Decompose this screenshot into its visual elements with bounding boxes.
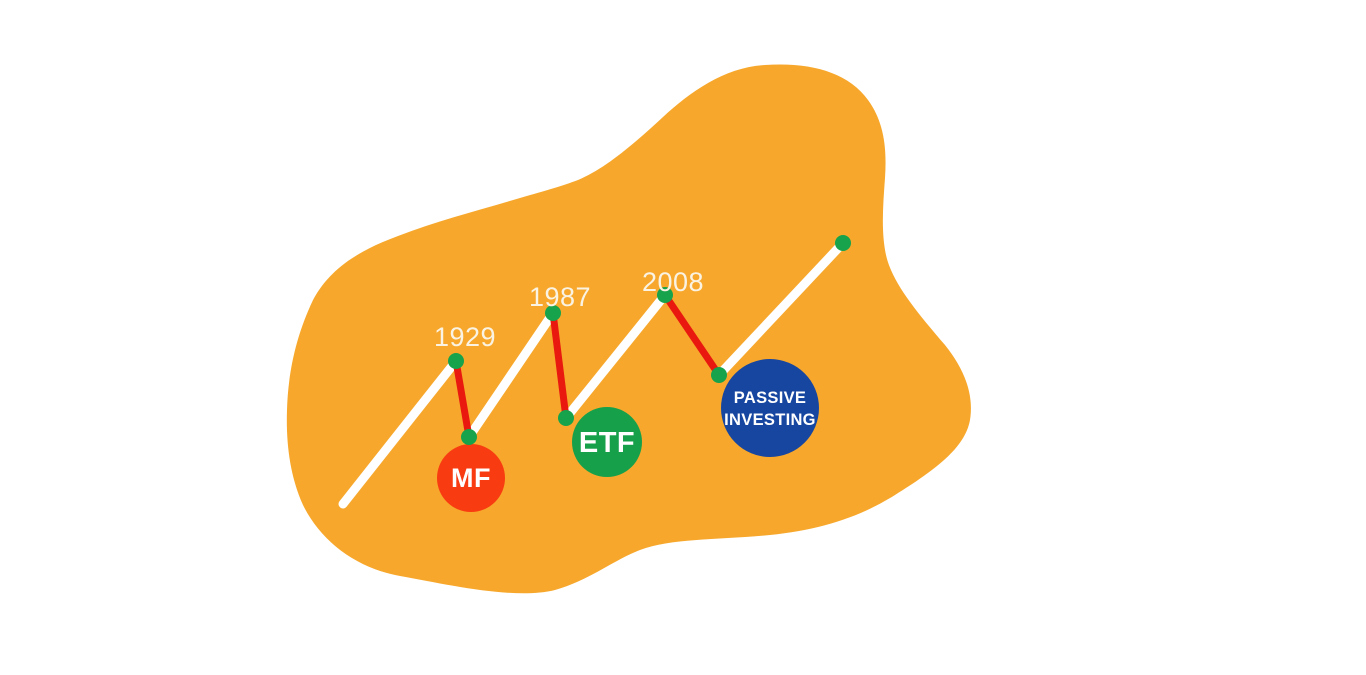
marker-dot-2008-peak bbox=[657, 287, 673, 303]
marker-dot-1987-trough bbox=[558, 410, 574, 426]
blob-background bbox=[286, 64, 971, 594]
passive-bubble-label-line1: PASSIVE bbox=[734, 389, 806, 407]
etf-bubble-label: ETF bbox=[579, 427, 635, 459]
mf-bubble-label: MF bbox=[451, 463, 491, 493]
mf-bubble bbox=[437, 444, 505, 512]
marker-dot-2008-trough bbox=[711, 367, 727, 383]
marker-dot-group bbox=[448, 235, 851, 445]
trend-segment-1 bbox=[338, 356, 461, 509]
marker-dot-1929-trough bbox=[461, 429, 477, 445]
trend-line-group bbox=[338, 238, 848, 509]
crash-segment-1929 bbox=[452, 357, 473, 441]
trend-segment-2 bbox=[464, 308, 558, 442]
passive-investing-bubble bbox=[721, 359, 819, 457]
crash-segment-2008 bbox=[661, 291, 723, 379]
etf-bubble bbox=[572, 407, 642, 477]
crash-segment-1987 bbox=[549, 309, 570, 422]
year-label-1929: 1929 bbox=[434, 322, 496, 352]
marker-dot-1929-peak bbox=[448, 353, 464, 369]
year-label-2008: 2008 bbox=[642, 267, 704, 297]
trend-segment-3 bbox=[561, 290, 670, 423]
crash-line-group bbox=[452, 291, 723, 441]
passive-bubble-label-line2: INVESTING bbox=[724, 411, 816, 429]
marker-dot-1987-peak bbox=[545, 305, 561, 321]
year-label-1987: 1987 bbox=[529, 282, 591, 312]
marker-dot-end bbox=[835, 235, 851, 251]
trend-segment-4 bbox=[714, 238, 848, 380]
